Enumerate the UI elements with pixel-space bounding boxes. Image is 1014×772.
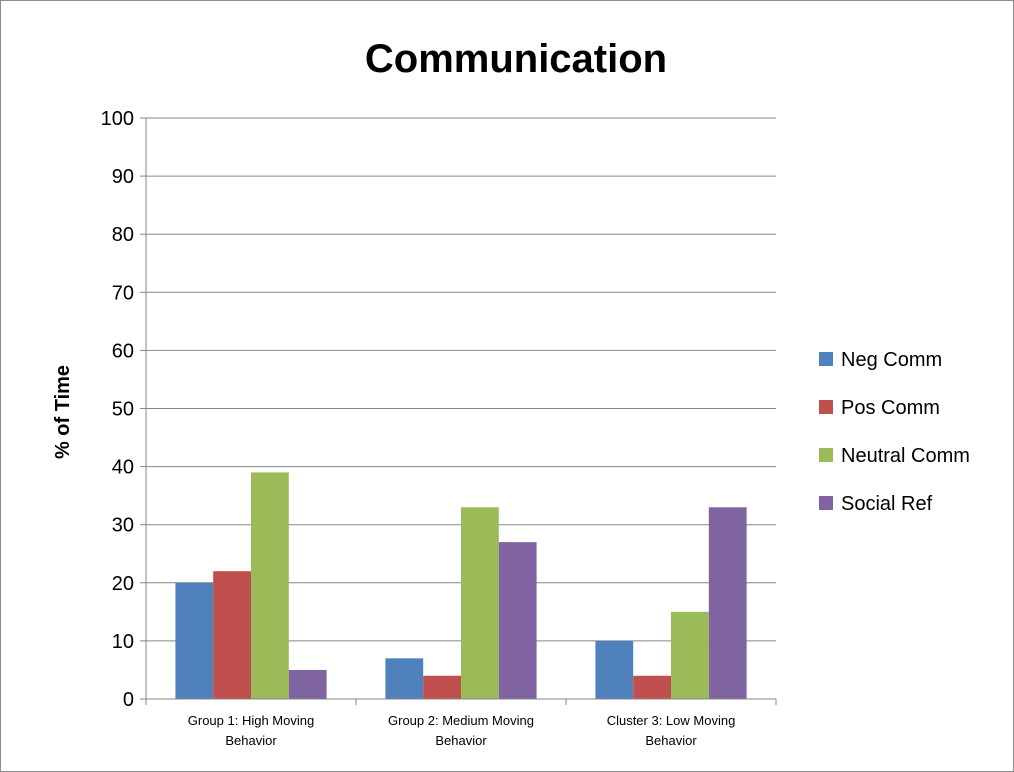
y-axis-title: % of Time: [52, 365, 74, 459]
y-tick-label: 0: [123, 689, 134, 711]
x-tick-label: Group 1: High Moving: [188, 713, 314, 728]
legend-label: Social Ref: [841, 493, 933, 515]
x-tick-label: Behavior: [435, 733, 487, 748]
x-axis-ticks: Group 1: High Moving Behavior Group 2: Med…: [188, 713, 736, 748]
bar-pos-comm: [423, 675, 461, 699]
legend-swatch: [819, 400, 833, 414]
bar-social-ref: [288, 669, 327, 699]
bar-neg-comm: [385, 658, 424, 699]
legend-label: Pos Comm: [841, 397, 940, 419]
legend-swatch: [819, 352, 833, 366]
bar-pos-comm: [633, 675, 671, 699]
x-tick-label: Behavior: [645, 733, 697, 748]
legend-swatch: [819, 496, 833, 510]
bar-neg-comm: [175, 582, 214, 699]
bars: [175, 472, 747, 699]
axes: [140, 117, 777, 705]
legend-label: Neutral Comm: [841, 445, 970, 467]
legend: Neg Comm Pos Comm Neutral Comm Social Ref: [819, 349, 970, 515]
y-tick-label: 30: [112, 515, 134, 537]
y-tick-label: 60: [112, 340, 134, 362]
y-tick-label: 100: [101, 108, 134, 130]
bar-neutral-comm: [671, 611, 709, 699]
y-axis-ticks: 0 10 20 30 40 50 60 70 80 90 100: [101, 108, 134, 711]
x-tick-label: Cluster 3: Low Moving: [607, 713, 736, 728]
bar-neutral-comm: [461, 507, 499, 699]
y-tick-label: 40: [112, 457, 134, 479]
legend-swatch: [819, 448, 833, 462]
x-tick-label: Group 2: Medium Moving: [388, 713, 534, 728]
bar-pos-comm: [213, 571, 251, 699]
legend-label: Neg Comm: [841, 349, 942, 371]
bar-social-ref: [708, 507, 747, 699]
y-tick-label: 80: [112, 224, 134, 246]
bar-social-ref: [498, 542, 537, 699]
y-tick-label: 20: [112, 573, 134, 595]
y-tick-label: 90: [112, 166, 134, 188]
y-tick-label: 10: [112, 631, 134, 653]
x-tick-label: Behavior: [225, 733, 277, 748]
chart-title: Communication: [365, 37, 667, 81]
y-tick-label: 50: [112, 399, 134, 421]
bar-neutral-comm: [251, 472, 289, 699]
bar-neg-comm: [595, 640, 634, 699]
y-tick-label: 70: [112, 282, 134, 304]
